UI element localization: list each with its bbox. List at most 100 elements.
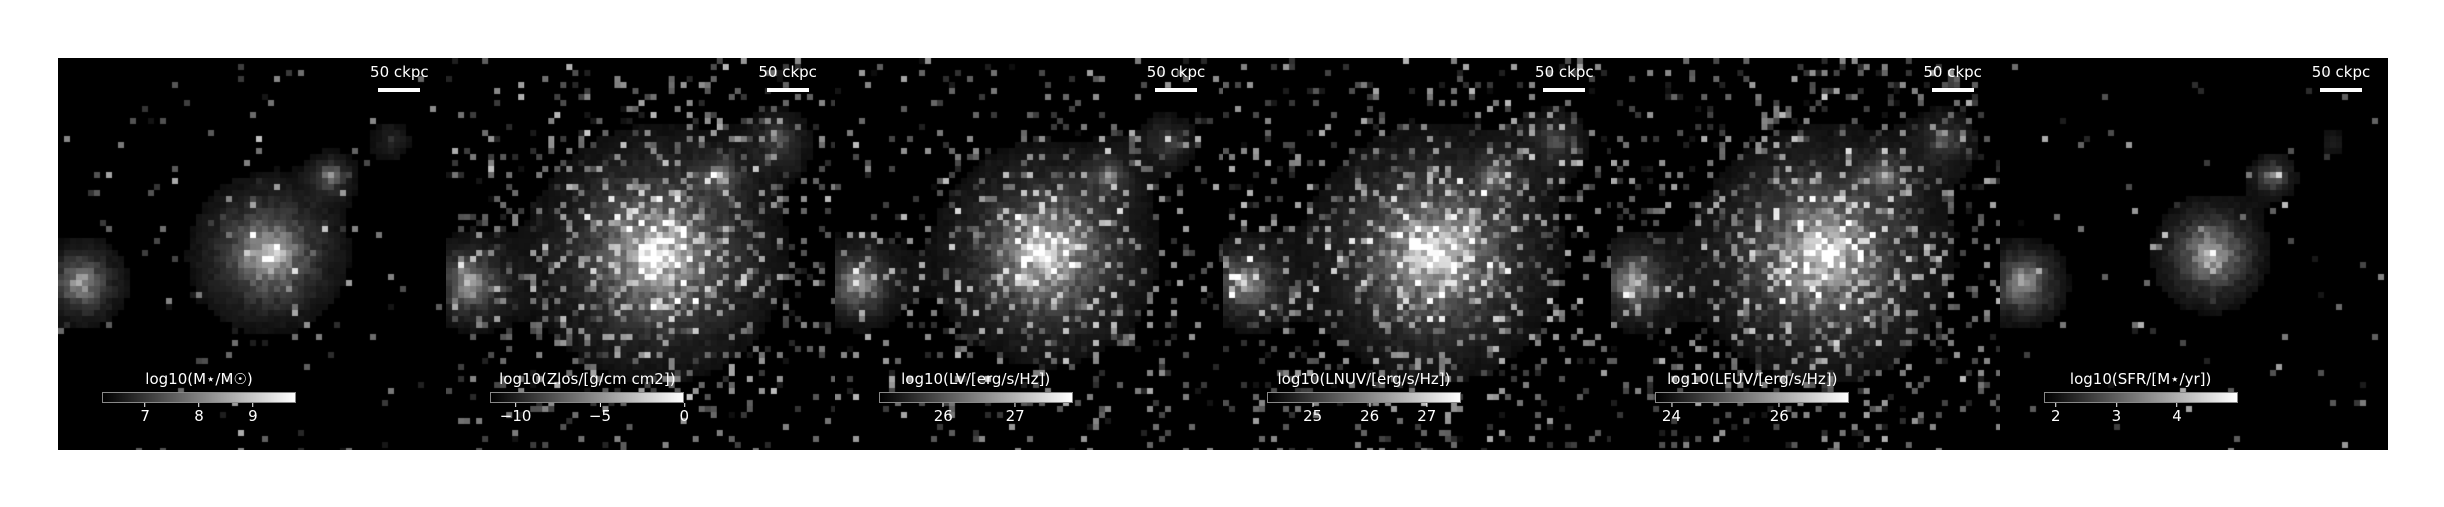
tick-mark (252, 403, 254, 407)
scale-bar-label: 50 ckpc (370, 63, 429, 81)
colorbar-gradient (1266, 392, 1461, 403)
scale-bar-line (1931, 88, 1974, 92)
tick-label: 8 (194, 407, 204, 425)
scale-bar-line (1154, 88, 1197, 92)
colorbar-ticks: 2 3 4 (2044, 403, 2238, 425)
colorbar-tick: 9 (248, 403, 258, 425)
colorbar-label: log10(LNUV/[erg/s/Hz]) (1277, 370, 1451, 388)
colorbar-ticks: −10 −5 0 (490, 403, 689, 425)
tick-label: 0 (679, 407, 690, 425)
scale-bar: 50 ckpc (1143, 62, 1209, 92)
colorbar-gradient (490, 392, 685, 403)
panel-star-formation-rate: 50 ckpc log10(SFR/[M⋆/yr]) 2 3 4 (1999, 58, 2388, 450)
galaxy-map-figure: 50 ckpc log10(M⋆/M☉) 7 8 9 50 ckpc log10(Zlos/… (58, 58, 2388, 450)
tick-mark (1778, 403, 1780, 407)
colorbar-tick: 4 (2172, 403, 2182, 425)
galaxy-image (834, 58, 1223, 450)
colorbar-gradient (1655, 392, 1850, 403)
tick-label: 26 (933, 407, 953, 425)
tick-mark (1670, 403, 1672, 407)
tick-mark (1014, 403, 1016, 407)
colorbar-ticks: 24 26 (1655, 403, 1849, 425)
colorbar: log10(M⋆/M☉) 7 8 9 (102, 369, 296, 425)
colorbar-ticks: 7 8 9 (102, 403, 296, 425)
colorbar-tick: 27 (1006, 403, 1025, 425)
colorbar-label: log10(Zlos/[g/cm cm2]) (499, 370, 676, 388)
tick-mark (2055, 403, 2057, 407)
scale-bar-line (766, 88, 809, 92)
galaxy-image (1222, 58, 1612, 450)
galaxy-image (1611, 58, 2000, 450)
tick-label: −5 (588, 407, 612, 425)
colorbar-tick: 24 (1662, 403, 1681, 425)
scale-bar-label: 50 ckpc (1535, 63, 1594, 81)
colorbar-tick: −5 (589, 403, 611, 425)
tick-label: 26 (1360, 407, 1380, 425)
colorbar-tick: 26 (934, 403, 953, 425)
colorbar-tick: −10 (499, 403, 532, 425)
tick-mark (515, 403, 517, 407)
scale-bar: 50 ckpc (1531, 62, 1597, 92)
colorbar-label: log10(SFR/[M⋆/yr]) (2069, 370, 2212, 388)
colorbar-label: log10(LV/[erg/s/Hz]) (901, 370, 1051, 388)
scale-bar-line (378, 88, 421, 92)
tick-mark (198, 403, 200, 407)
scale-bar-label: 50 ckpc (758, 63, 817, 81)
tick-mark (2115, 403, 2117, 407)
galaxy-image (446, 58, 835, 450)
tick-mark (1426, 403, 1428, 407)
colorbar-tick: 2 (2051, 403, 2061, 425)
colorbar-label: log10(M⋆/M☉) (145, 370, 253, 388)
panel-fuv-luminosity: 50 ckpc log10(LFUV/[erg/s/Hz]) 24 26 (1611, 58, 2000, 450)
scale-bar: 50 ckpc (366, 62, 432, 92)
tick-label: 24 (1661, 407, 1682, 425)
tick-label: 26 (1769, 407, 1789, 425)
colorbar-tick: 26 (1770, 403, 1789, 425)
colorbar: log10(LV/[erg/s/Hz]) 26 27 (878, 369, 1073, 425)
panel-nuv-luminosity: 50 ckpc log10(LNUV/[erg/s/Hz]) 25 26 27 (1222, 58, 1612, 450)
tick-mark (1369, 403, 1371, 407)
colorbar: log10(Zlos/[g/cm cm2]) −10 −5 0 (490, 369, 689, 425)
tick-label: 27 (1005, 407, 1025, 425)
scale-bar: 50 ckpc (2308, 62, 2374, 92)
galaxy-image (1999, 58, 2388, 450)
scale-bar-line (1543, 88, 1586, 92)
scale-bar: 50 ckpc (1920, 62, 1986, 92)
tick-label: 7 (140, 407, 150, 425)
colorbar-tick: 8 (194, 403, 204, 425)
scale-bar-label: 50 ckpc (1923, 63, 1982, 81)
colorbar-tick: 0 (679, 403, 690, 425)
colorbar: log10(SFR/[M⋆/yr]) 2 3 4 (2043, 369, 2238, 425)
tick-label: 4 (2172, 407, 2182, 425)
panel-stellar-mass: 50 ckpc log10(M⋆/M☉) 7 8 9 (58, 58, 447, 450)
colorbar-tick: 3 (2111, 403, 2122, 425)
colorbar: log10(LNUV/[erg/s/Hz]) 25 26 27 (1266, 369, 1461, 425)
colorbar-tick: 7 (140, 403, 150, 425)
colorbar-gradient (102, 392, 296, 403)
colorbar-label: log10(LFUV/[erg/s/Hz]) (1667, 370, 1838, 388)
tick-label: 25 (1303, 407, 1323, 425)
scale-bar-line (2319, 88, 2362, 92)
colorbar-tick: 26 (1360, 403, 1379, 425)
colorbar-tick: 25 (1303, 403, 1322, 425)
tick-label: −10 (499, 407, 532, 425)
colorbar-tick: 27 (1417, 403, 1436, 425)
scale-bar: 50 ckpc (755, 62, 821, 92)
tick-label: 9 (248, 407, 258, 425)
colorbar: log10(LFUV/[erg/s/Hz]) 24 26 (1655, 369, 1850, 425)
tick-mark (599, 403, 601, 407)
panel-v-band-luminosity: 50 ckpc log10(LV/[erg/s/Hz]) 26 27 (834, 58, 1223, 450)
colorbar-ticks: 25 26 27 (1267, 403, 1461, 425)
scale-bar-label: 50 ckpc (1146, 63, 1206, 81)
colorbar-gradient (878, 392, 1073, 403)
colorbar-ticks: 26 27 (879, 403, 1073, 425)
tick-mark (683, 403, 685, 407)
tick-label: 3 (2111, 407, 2122, 425)
colorbar-gradient (2043, 392, 2238, 403)
galaxy-image (58, 58, 447, 450)
tick-mark (942, 403, 944, 407)
tick-mark (144, 403, 146, 407)
tick-mark (2176, 403, 2178, 407)
tick-mark (1312, 403, 1314, 407)
panel-metallicity: 50 ckpc log10(Zlos/[g/cm cm2]) −10 −5 0 (446, 58, 835, 450)
